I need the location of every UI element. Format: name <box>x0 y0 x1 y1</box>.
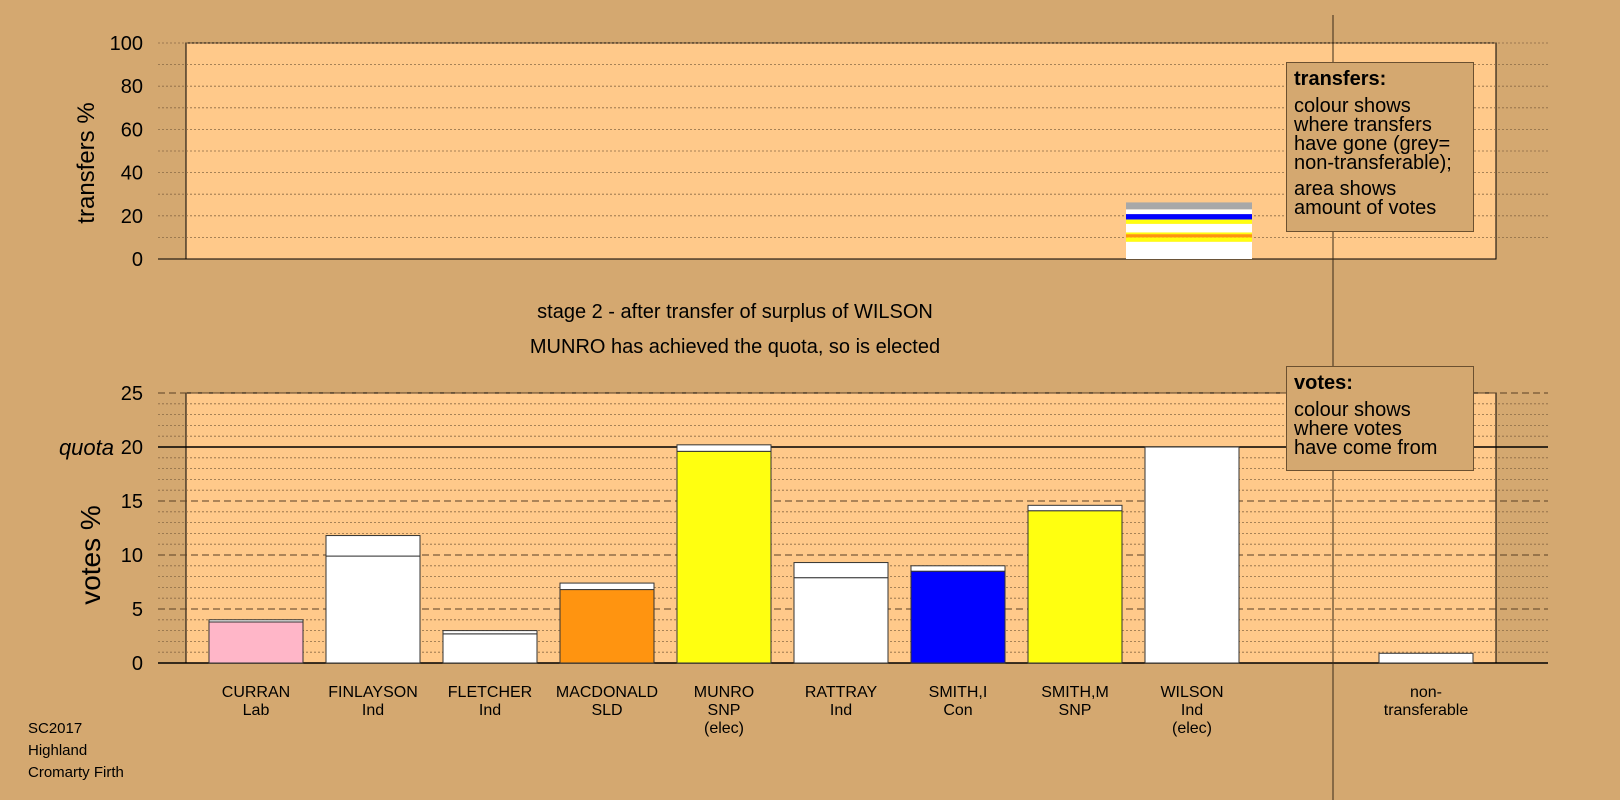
transfer-segment-snp <box>1126 219 1252 224</box>
stage-subtitle: MUNRO has achieved the quota, so is elec… <box>530 336 940 358</box>
first-pref-bar <box>1144 446 1240 664</box>
first-pref-bar <box>208 621 304 664</box>
candidate-name-label: WILSON <box>1160 684 1223 701</box>
election-footer: SC2017 Highland Cromarty Firth <box>28 718 124 784</box>
candidate-name-label: CURRAN <box>222 684 290 701</box>
transfers-legend-line: non-transferable); <box>1294 152 1452 174</box>
transfer-received-bar <box>1027 504 1123 512</box>
transfer-segment-ind <box>1126 241 1252 259</box>
transfers-y-tick-label: 80 <box>121 76 143 98</box>
votes-y-tick-label: 0 <box>132 653 143 675</box>
transfers-y-tick-label: 100 <box>110 33 143 55</box>
candidate-party-label: SLD <box>591 702 622 719</box>
transfers-legend-line: area shows <box>1294 178 1397 200</box>
transfer-segment-ind <box>1126 209 1252 215</box>
candidate-status-label: (elec) <box>1172 720 1212 737</box>
transfer-segment-con <box>1126 214 1252 220</box>
votes-y-tick-label: 5 <box>132 599 143 621</box>
candidate-status-label: (elec) <box>704 720 744 737</box>
votes-legend-line: where votes <box>1294 418 1402 440</box>
nontransferable-label-2: transferable <box>1384 702 1469 719</box>
transfers-legend-line: have gone (grey= <box>1294 133 1451 155</box>
first-pref-bar <box>1027 510 1123 664</box>
candidate-party-label: Ind <box>830 702 852 719</box>
transfers-legend-line: where transfers <box>1294 114 1432 136</box>
transfer-received-bar <box>910 565 1006 572</box>
candidate-party-label: Con <box>943 702 972 719</box>
transfer-received-bar <box>559 582 655 591</box>
transfers-legend-line: amount of votes <box>1294 197 1437 219</box>
stage-title: stage 2 - after transfer of surplus of W… <box>537 301 933 323</box>
footer-ward: Cromarty Firth <box>28 764 124 781</box>
transfers-legend: transfers: colour shows where transfers … <box>1286 62 1474 232</box>
transfer-received-bar <box>325 535 421 557</box>
footer-council: Highland <box>28 742 88 759</box>
candidate-party-label: Ind <box>1181 702 1203 719</box>
candidate-name-label: SMITH,I <box>929 684 988 701</box>
votes-legend-text: colour shows where votes have come from <box>1294 399 1466 459</box>
votes-legend-line: colour shows <box>1294 399 1411 421</box>
votes-y-tick-label: 10 <box>121 545 143 567</box>
candidate-name-label: RATTRAY <box>805 684 878 701</box>
transfers-y-tick-label: 0 <box>132 249 143 271</box>
transfer-received-bar <box>676 444 772 452</box>
transfers-legend-line: colour shows <box>1294 95 1411 117</box>
nontransferable-bar <box>1378 652 1474 664</box>
transfer-segment-grey <box>1126 202 1252 210</box>
footer-election: SC2017 <box>28 720 83 737</box>
votes-y-tick-label: 20 <box>121 437 143 459</box>
transfers-y-tick-label: 40 <box>121 163 143 185</box>
transfers-y-tick-label: 60 <box>121 119 143 141</box>
votes-y-tick-label: 15 <box>121 491 143 513</box>
votes-legend-title: votes: <box>1294 372 1353 394</box>
transfer-received-bar <box>442 630 538 635</box>
first-pref-bar <box>559 589 655 664</box>
transfer-segment-snp <box>1126 237 1252 242</box>
candidate-party-label: Ind <box>479 702 501 719</box>
first-pref-bar <box>793 577 889 664</box>
votes-legend: votes: colour shows where votes have com… <box>1286 366 1474 471</box>
transfer-received-bar <box>793 562 889 579</box>
candidate-name-label: FLETCHER <box>448 684 532 701</box>
nontransferable-label-1: non- <box>1410 684 1442 701</box>
votes-legend-line: have come from <box>1294 437 1438 459</box>
candidate-party-label: SNP <box>708 702 741 719</box>
transfers-legend-text-1: colour shows where transfers have gone (… <box>1294 95 1466 174</box>
candidate-name-label: MACDONALD <box>556 684 658 701</box>
first-pref-bar <box>325 555 421 664</box>
candidate-party-label: Lab <box>243 702 270 719</box>
candidate-name-label: MUNRO <box>694 684 754 701</box>
transfers-legend-text-2: area shows amount of votes <box>1294 178 1466 219</box>
votes-y-tick-label: 25 <box>121 383 143 405</box>
candidate-name-label: FINLAYSON <box>328 684 418 701</box>
candidate-party-label: Ind <box>362 702 384 719</box>
transfer-segment-snp <box>1126 232 1252 235</box>
transfers-plot-area <box>185 42 1497 260</box>
transfer-segment-sld <box>1126 234 1252 238</box>
transfers-legend-title: transfers: <box>1294 68 1387 90</box>
first-pref-bar <box>910 570 1006 664</box>
transfer-received-bar <box>208 619 304 623</box>
quota-label: quota <box>59 435 114 460</box>
candidate-party-label: SNP <box>1059 702 1092 719</box>
first-pref-bar <box>676 450 772 664</box>
votes-y-axis-label: votes % <box>75 505 106 605</box>
candidate-name-label: SMITH,M <box>1041 684 1109 701</box>
first-pref-bar <box>442 633 538 664</box>
transfer-segment-ind <box>1126 223 1252 233</box>
transfers-y-tick-label: 20 <box>121 206 143 228</box>
transfers-y-axis-label: transfers % <box>73 102 100 223</box>
